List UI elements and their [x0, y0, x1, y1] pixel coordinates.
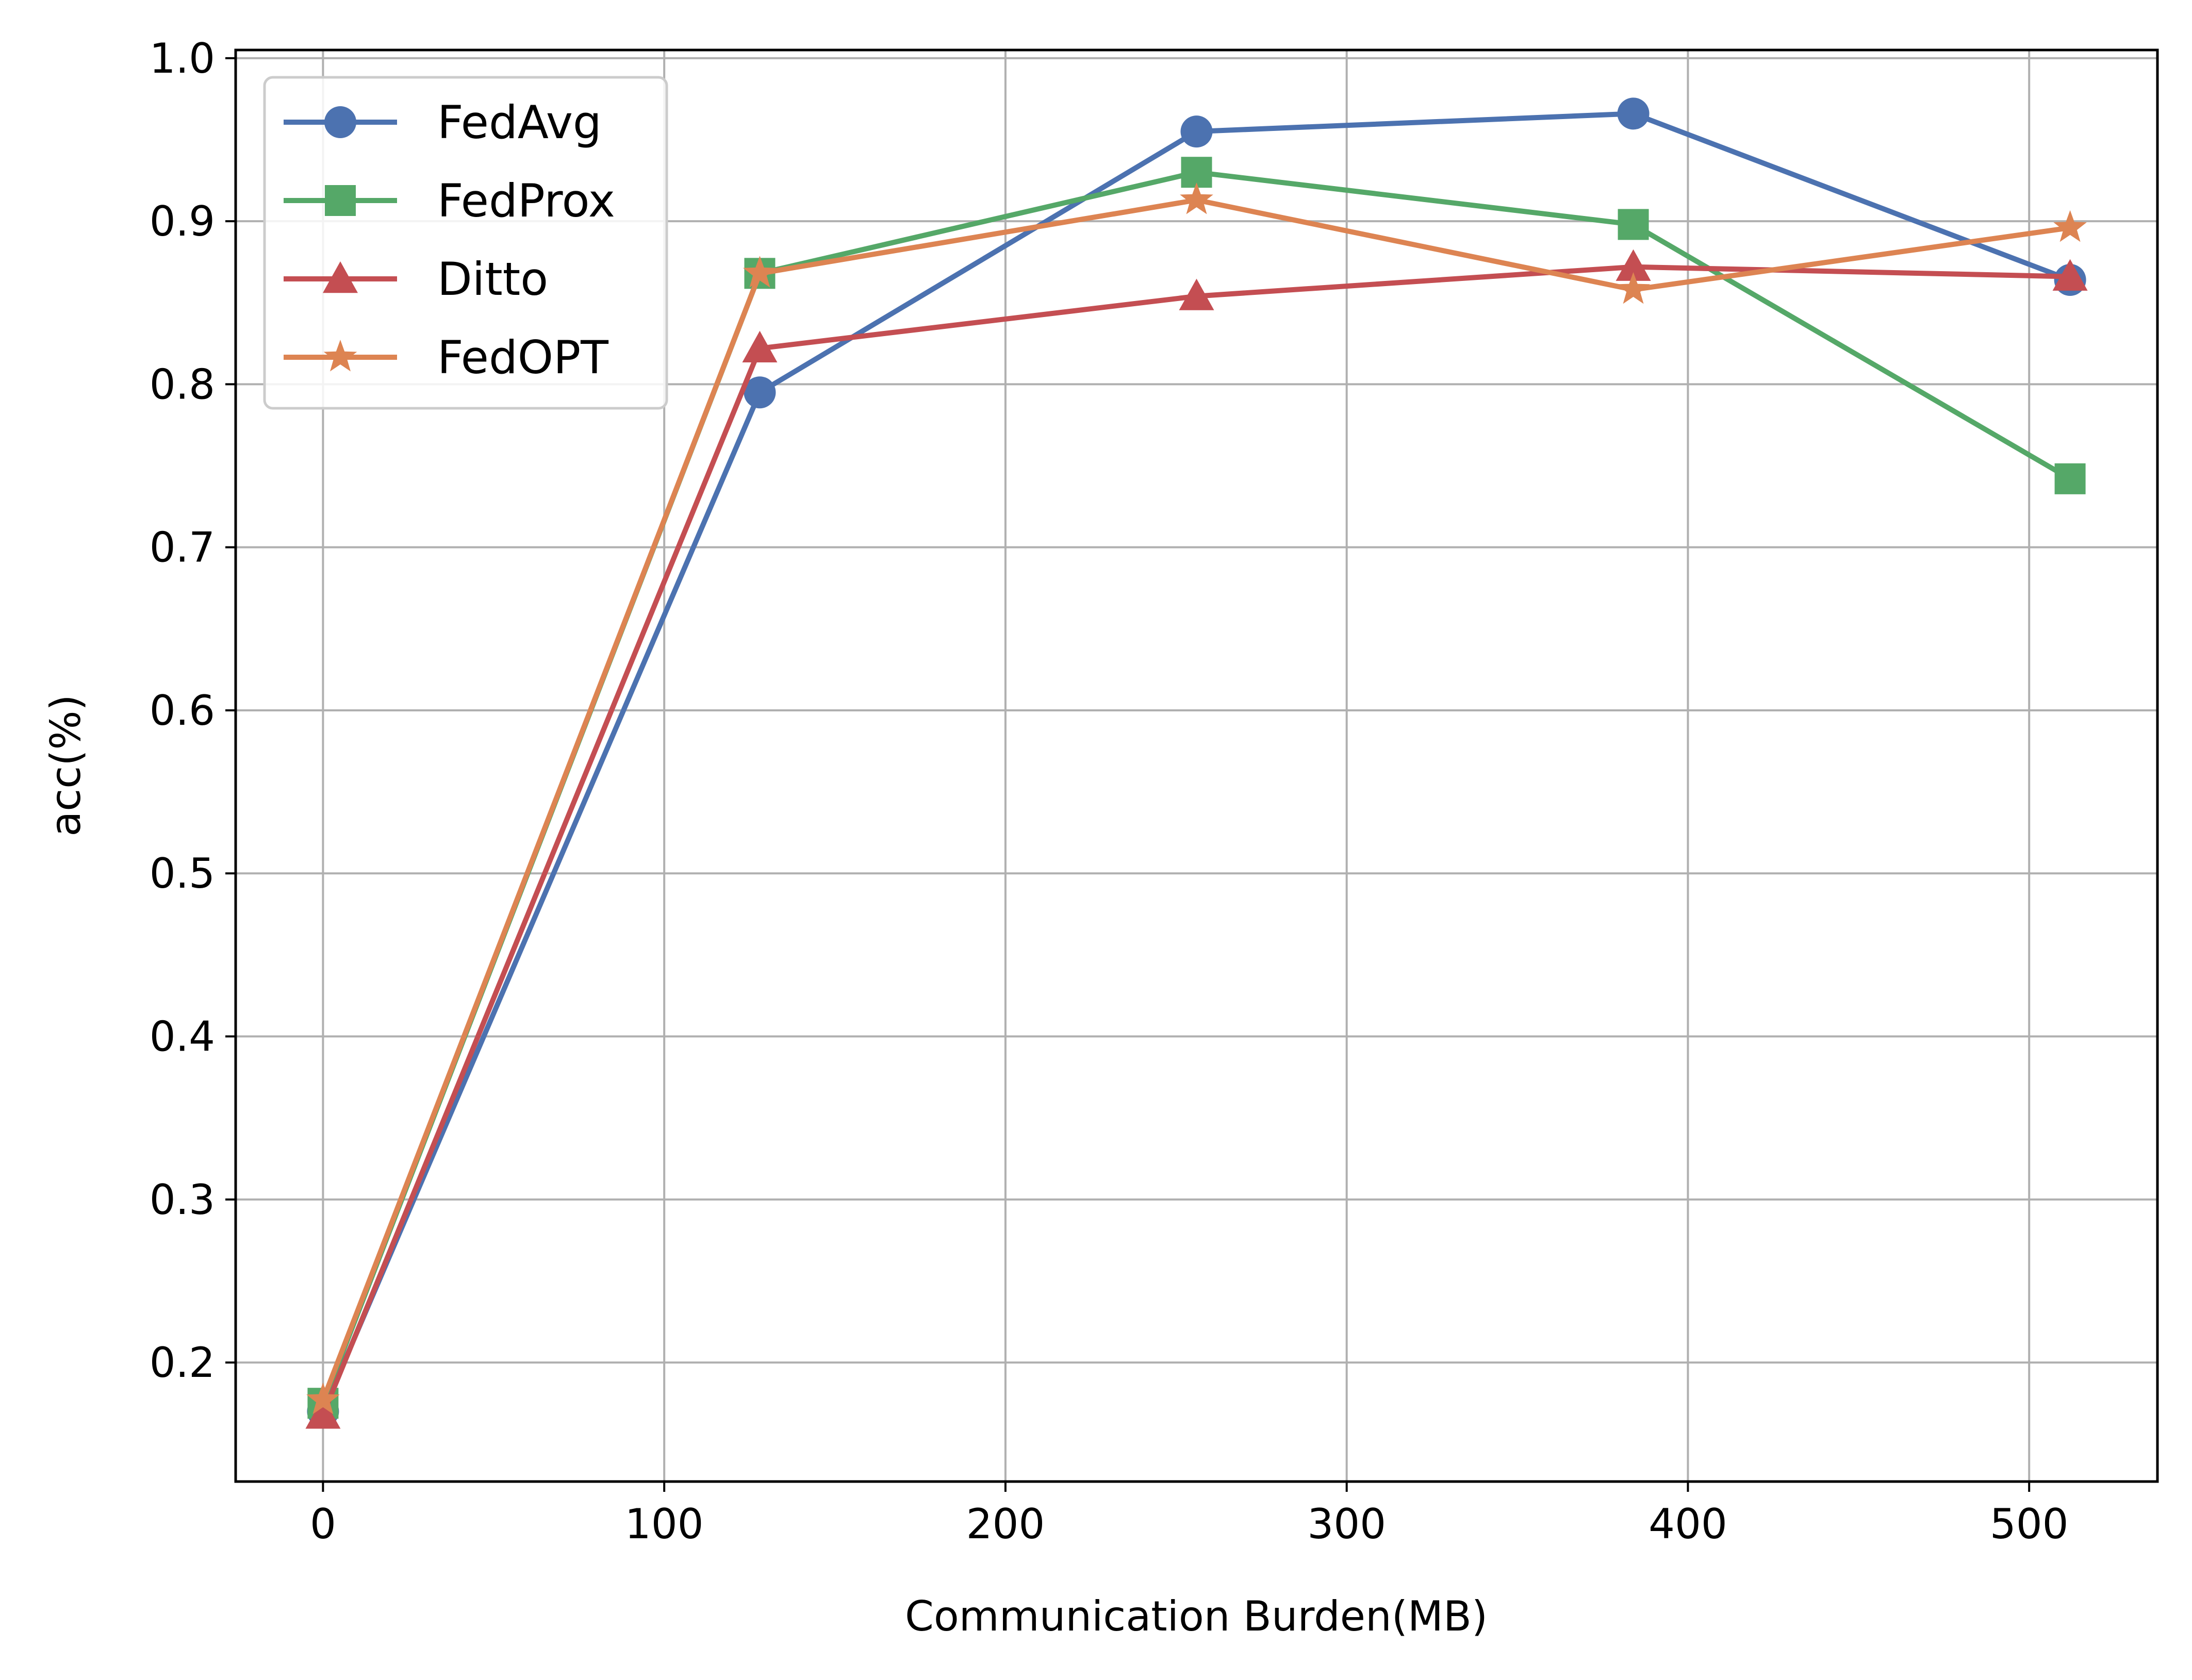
legend-item: FedProx — [284, 174, 615, 227]
y-tick-label: 0.6 — [150, 687, 215, 735]
y-tick-label: 0.9 — [150, 197, 215, 245]
y-tick-label: 0.8 — [150, 360, 215, 408]
legend-box — [263, 76, 668, 410]
data-point — [743, 256, 777, 288]
x-tick-label: 300 — [1307, 1500, 1386, 1548]
data-point — [1617, 97, 1650, 130]
x-tick-label: 400 — [1649, 1500, 1727, 1548]
y-tick-label: 0.3 — [150, 1176, 215, 1224]
legend-label: FedProx — [437, 174, 615, 227]
legend-label: FedAvg — [437, 96, 602, 149]
legend-marker — [323, 340, 357, 372]
axis-ticks: 0 100 200 300 400 500 0.2 0.3 0.4 0.5 0.6 0.7 0.8 0.9… — [150, 35, 2069, 1548]
data-point — [742, 330, 778, 363]
data-point — [1617, 272, 1650, 304]
data-point — [1180, 182, 1213, 214]
data-point — [744, 376, 776, 409]
legend-marker — [325, 185, 356, 216]
legend-item: Ditto — [284, 253, 548, 306]
legend-item: FedOPT — [284, 331, 609, 384]
plot-series — [305, 97, 2088, 1429]
data-point — [306, 1382, 340, 1415]
data-point — [1618, 209, 1649, 240]
y-tick-label: 0.2 — [150, 1339, 215, 1387]
series-fedopt — [306, 182, 2087, 1415]
y-tick-label: 0.4 — [150, 1013, 215, 1061]
data-point — [2053, 210, 2087, 242]
x-tick-label: 200 — [966, 1500, 1045, 1548]
legend-marker — [323, 261, 358, 293]
legend-marker — [324, 106, 356, 138]
data-point — [1180, 115, 1213, 148]
legend-label: FedOPT — [437, 331, 609, 384]
data-point — [1616, 249, 1651, 281]
data-point — [305, 1397, 341, 1429]
data-point — [2052, 259, 2088, 291]
x-tick-label: 100 — [625, 1500, 704, 1548]
y-axis-label: acc(%) — [42, 694, 90, 836]
data-point — [1179, 278, 1214, 310]
axes-frame — [234, 48, 2159, 1483]
legend: FedAvg FedProx Ditto FedOPT — [263, 76, 668, 410]
y-tick-label: 0.5 — [150, 850, 215, 897]
legend-label: Ditto — [437, 253, 548, 306]
x-tick-label: 0 — [310, 1500, 336, 1548]
x-tick-label: 500 — [1990, 1500, 2069, 1548]
data-point — [2054, 463, 2086, 494]
legend-item: FedAvg — [284, 96, 602, 149]
y-tick-label: 0.7 — [150, 524, 215, 572]
x-axis-label: Communication Burden(MB) — [905, 1592, 1488, 1640]
y-tick-label: 1.0 — [150, 35, 215, 82]
grid-lines — [236, 50, 2157, 1482]
